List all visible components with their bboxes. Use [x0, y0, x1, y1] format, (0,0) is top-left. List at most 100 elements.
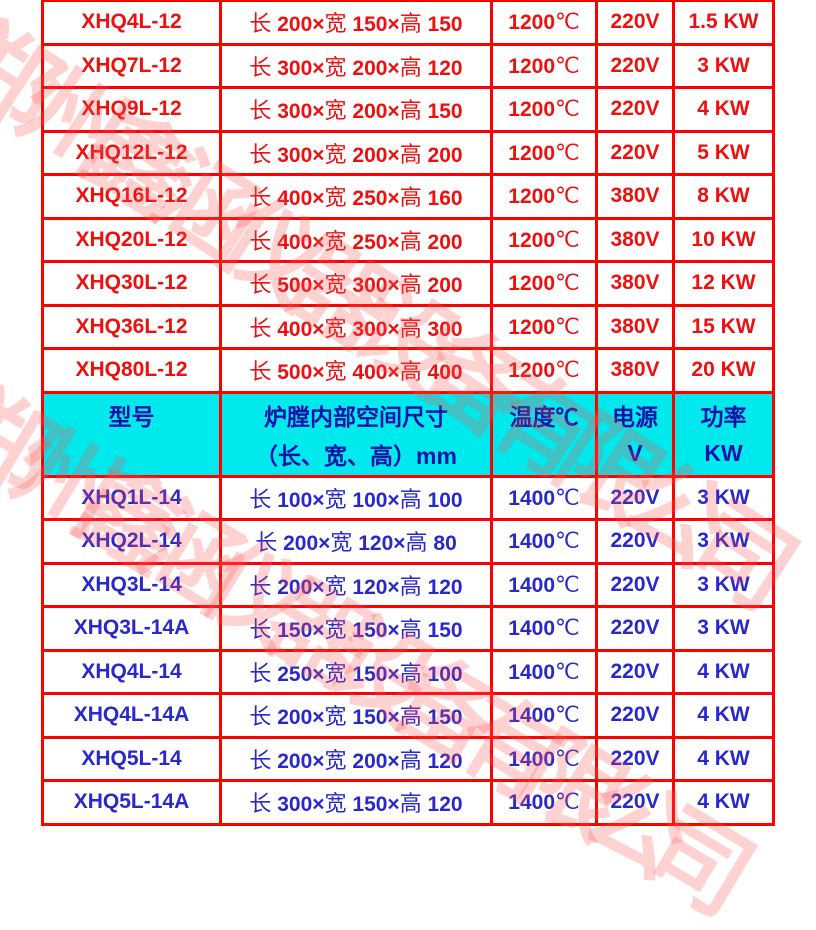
cjk-glyph: ℃: [555, 357, 580, 383]
cell-power: 4 KW: [672, 735, 775, 782]
cell-voltage: 220V: [595, 129, 675, 176]
cell-power: 10 KW: [672, 216, 775, 263]
cjk-glyph: ℃: [555, 183, 580, 209]
cjk-glyph: ℃: [555, 139, 580, 165]
cjk-glyph: 长: [249, 617, 272, 643]
cell-voltage: 220V: [595, 648, 675, 695]
cell-temp: 1200℃: [490, 0, 598, 46]
cell-model: XHQ4L-14: [41, 648, 222, 695]
header-line2: [46, 434, 218, 473]
header-line1: 功率: [700, 403, 747, 430]
cjk-glyph: 长: [249, 747, 272, 773]
cjk-glyph: 高: [399, 660, 422, 686]
cjk-glyph: ℃: [555, 658, 580, 684]
cell-dims: 长 200×宽 120×高 120: [219, 561, 493, 608]
cell-power: 12 KW: [672, 260, 775, 307]
cjk-glyph: 高: [405, 530, 428, 556]
cell-dims: 长 200×宽 150×高 150: [219, 692, 493, 739]
cell-model: XHQ9L-12: [41, 86, 222, 133]
cell-dims: 长 500×宽 400×高 400: [219, 347, 493, 394]
cell-model: XHQ80L-12: [41, 347, 222, 394]
cjk-glyph: ℃: [555, 313, 580, 339]
cjk-glyph: 高: [399, 185, 422, 211]
cjk-glyph: 高: [399, 573, 422, 599]
cjk-glyph: 宽: [324, 141, 347, 167]
cell-temp: 1200℃: [490, 216, 598, 263]
cell-voltage: 220V: [595, 779, 675, 826]
cell-power: 20 KW: [672, 347, 775, 394]
cell-temp: 1200℃: [490, 260, 598, 307]
cell-temp: 1400℃: [490, 561, 598, 608]
cjk-glyph: 长: [249, 54, 272, 80]
cjk-glyph: 宽: [324, 660, 347, 686]
section-1400c-rows: XHQ1L-14 长 100×宽 100×高 100 1400℃ 220V 3 KW XH…: [41, 474, 775, 826]
cell-voltage: 220V: [595, 518, 675, 565]
cell-dims: 长 400×宽 250×高 160: [219, 173, 493, 220]
cjk-glyph: 长: [249, 704, 272, 730]
cell-temp: 1200℃: [490, 129, 598, 176]
cell-power: 3 KW: [672, 474, 775, 521]
cell-dims: 长 200×宽 150×高 150: [219, 0, 493, 46]
cell-model: XHQ5L-14: [41, 735, 222, 782]
header-temp: 温度℃: [490, 390, 598, 478]
table-row: XHQ36L-12 长 400×宽 300×高 300 1200℃ 380V 15 KW: [41, 303, 775, 350]
cell-model: XHQ1L-14: [41, 474, 222, 521]
cjk-glyph: 高: [399, 486, 422, 512]
cell-dims: 长 250×宽 150×高 100: [219, 648, 493, 695]
cjk-glyph: 宽: [324, 747, 347, 773]
cell-voltage: 380V: [595, 260, 675, 307]
cjk-glyph: 长: [249, 573, 272, 599]
cjk-glyph: 宽: [324, 315, 347, 341]
table-header-band: 型号 炉膛内部空间尺寸 （长、宽、高）mm 温度℃ 电源 V 功率 KW: [41, 390, 775, 478]
cell-voltage: 220V: [595, 735, 675, 782]
cjk-glyph: 长: [249, 486, 272, 512]
cell-temp: 1200℃: [490, 86, 598, 133]
table-row: XHQ1L-14 长 100×宽 100×高 100 1400℃ 220V 3 KW: [41, 474, 775, 521]
cell-voltage: 220V: [595, 42, 675, 89]
cell-power: 8 KW: [672, 173, 775, 220]
header-line2: KW: [704, 440, 743, 466]
cell-temp: 1400℃: [490, 648, 598, 695]
cjk-glyph: 宽: [324, 617, 347, 643]
cjk-glyph: 长: [249, 11, 272, 37]
cjk-glyph: 长: [249, 185, 272, 211]
cjk-glyph: ℃: [555, 789, 580, 815]
cell-dims: 长 200×宽 120×高 80: [219, 518, 493, 565]
cjk-glyph: 高: [399, 747, 422, 773]
table-row: XHQ30L-12 长 500×宽 300×高 200 1200℃ 380V 12 KW: [41, 260, 775, 307]
cjk-glyph: 宽: [324, 11, 347, 37]
cjk-glyph: 长: [249, 272, 272, 298]
cell-voltage: 220V: [595, 692, 675, 739]
cell-model: XHQ30L-12: [41, 260, 222, 307]
cell-power: 3 KW: [672, 605, 775, 652]
cjk-glyph: 高: [399, 54, 422, 80]
cell-temp: 1400℃: [490, 474, 598, 521]
table-row: XHQ20L-12 长 400×宽 250×高 200 1200℃ 380V 10 KW: [41, 216, 775, 263]
cell-power: 15 KW: [672, 303, 775, 350]
table-row: XHQ4L-14A 长 200×宽 150×高 150 1400℃ 220V 4 KW: [41, 692, 775, 739]
cell-temp: 1200℃: [490, 347, 598, 394]
header-power: 功率 KW: [672, 390, 775, 478]
header-line2: [495, 434, 594, 473]
cjk-glyph: ℃: [555, 571, 580, 597]
table-row: XHQ4L-14 长 250×宽 150×高 100 1400℃ 220V 4 KW: [41, 648, 775, 695]
cjk-glyph: 宽: [324, 791, 347, 817]
cell-model: XHQ4L-12: [41, 0, 222, 46]
cjk-glyph: 宽: [324, 359, 347, 385]
cjk-glyph: ℃: [555, 528, 580, 554]
cell-power: 4 KW: [672, 779, 775, 826]
cell-voltage: 380V: [595, 303, 675, 350]
cjk-glyph: ℃: [555, 702, 580, 728]
cell-voltage: 380V: [595, 347, 675, 394]
cjk-glyph: 长: [255, 530, 278, 556]
cell-voltage: 220V: [595, 0, 675, 46]
cell-model: XHQ3L-14A: [41, 605, 222, 652]
cell-voltage: 380V: [595, 216, 675, 263]
cjk-glyph: 长: [249, 791, 272, 817]
table-row: XHQ3L-14 长 200×宽 120×高 120 1400℃ 220V 3 KW: [41, 561, 775, 608]
cell-power: 3 KW: [672, 42, 775, 89]
table-row: XHQ5L-14 长 200×宽 200×高 120 1400℃ 220V 4 KW: [41, 735, 775, 782]
cjk-glyph: ℃: [555, 52, 580, 78]
cell-temp: 1200℃: [490, 173, 598, 220]
cell-power: 3 KW: [672, 561, 775, 608]
